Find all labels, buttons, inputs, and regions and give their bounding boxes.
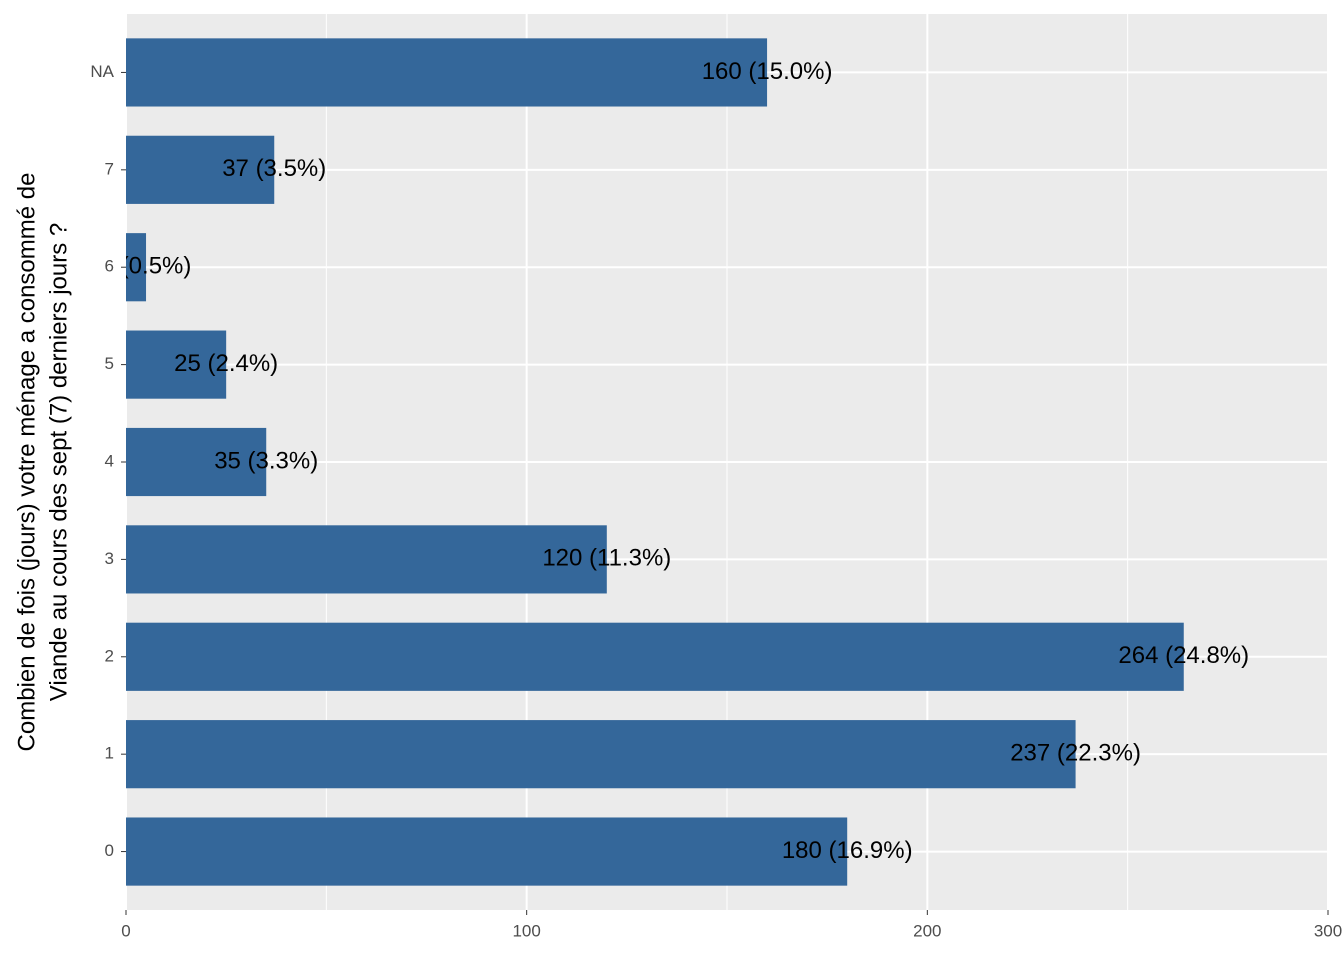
bar — [126, 525, 607, 594]
x-tick-label: 300 — [1314, 921, 1342, 940]
bar — [126, 817, 848, 886]
value-label: 120 (11.3%) — [542, 545, 671, 572]
value-label: 5 (0.5%) — [101, 253, 192, 280]
bar — [126, 720, 1076, 789]
y-tick-label: 3 — [105, 549, 114, 568]
bar — [126, 622, 1184, 691]
y-tick-label: 6 — [105, 257, 114, 276]
y-tick-label: 7 — [105, 159, 114, 178]
value-label: 35 (3.3%) — [214, 447, 318, 474]
y-tick-label: 2 — [105, 646, 114, 665]
y-tick-label: NA — [90, 62, 114, 81]
x-tick-label: 0 — [121, 921, 130, 940]
y-tick-label: 0 — [105, 841, 114, 860]
y-axis-title: Combien de fois (jours) votre ménage a c… — [13, 173, 40, 752]
bar — [126, 330, 227, 399]
value-label: 160 (15.0%) — [702, 58, 833, 85]
y-tick-label: 5 — [105, 354, 114, 373]
bar — [126, 135, 275, 204]
bar — [126, 38, 768, 107]
value-label: 37 (3.5%) — [222, 155, 326, 182]
x-tick-label: 200 — [913, 921, 941, 940]
value-label: 264 (24.8%) — [1118, 642, 1249, 669]
bar — [126, 427, 267, 497]
value-label: 237 (22.3%) — [1010, 740, 1141, 767]
y-tick-label: 1 — [105, 744, 114, 763]
y-tick-label: 4 — [105, 451, 114, 470]
value-label: 180 (16.9%) — [782, 837, 913, 864]
bar — [126, 233, 147, 302]
value-label: 25 (2.4%) — [174, 350, 278, 377]
x-tick-label: 100 — [512, 921, 540, 940]
y-axis-title: Viande au cours des sept (7) derniers jo… — [45, 223, 72, 702]
